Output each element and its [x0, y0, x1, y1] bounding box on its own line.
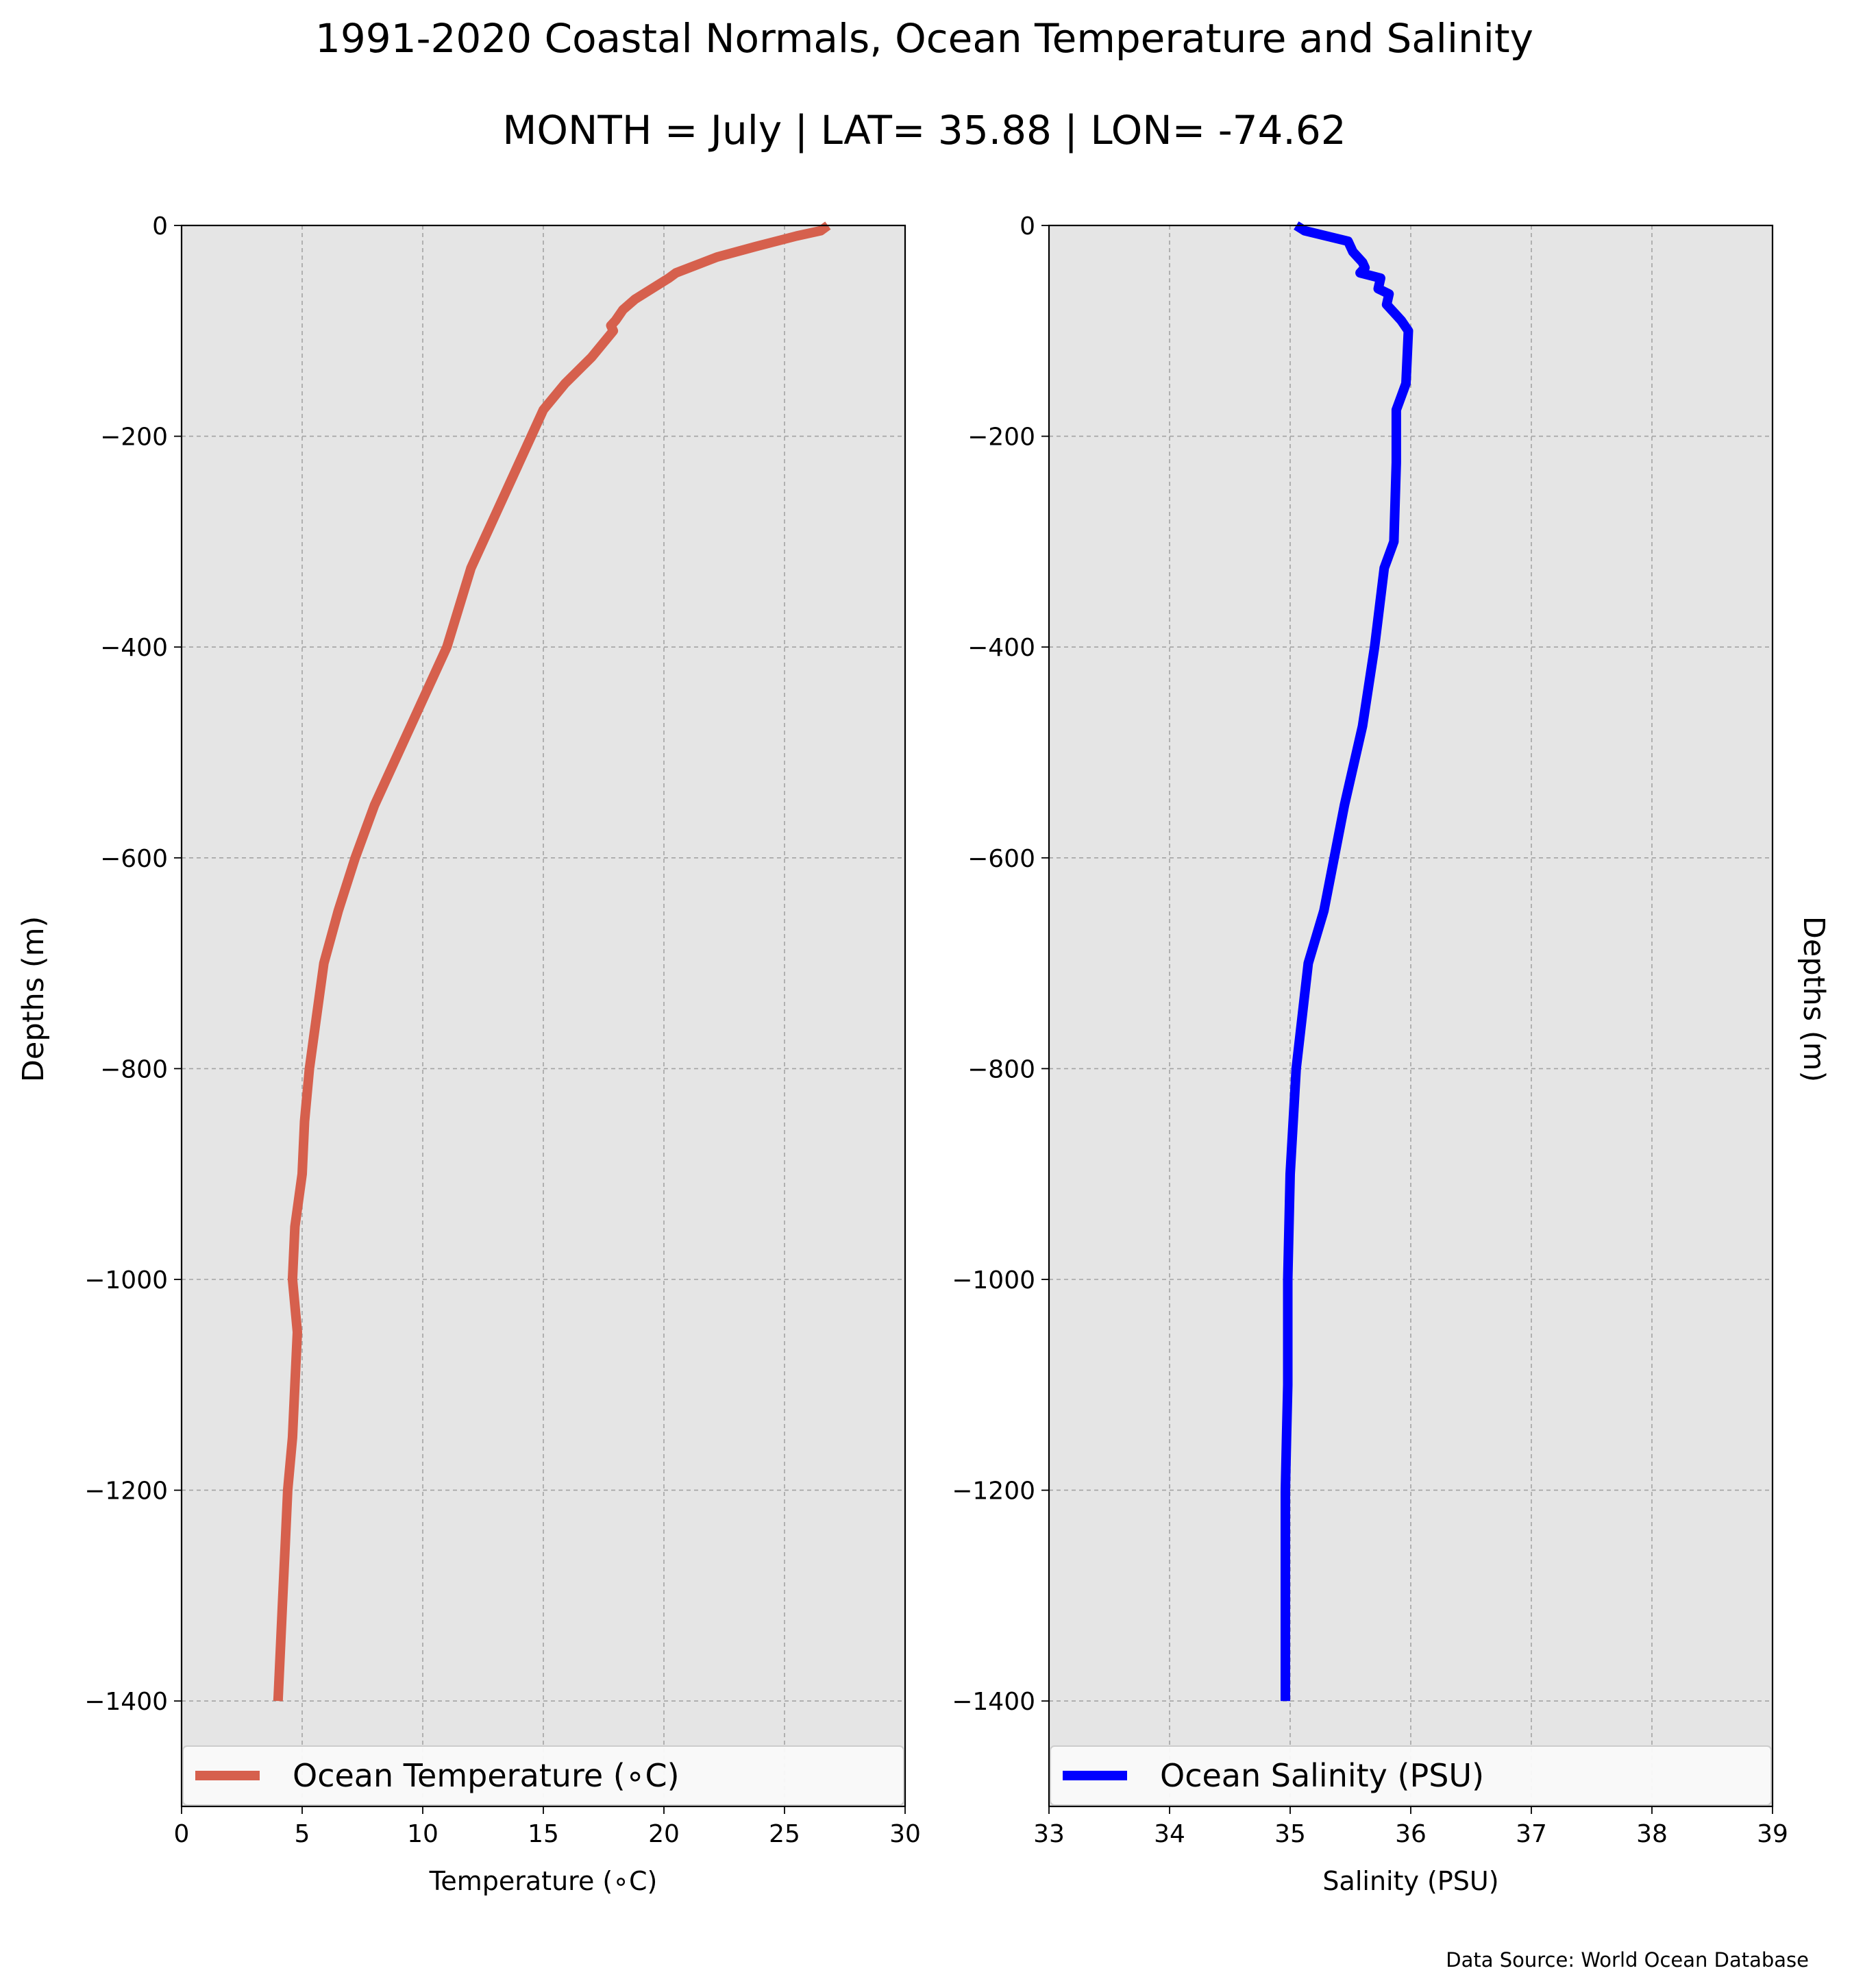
chart-title: 1991-2020 Coastal Normals, Ocean Tempera…: [315, 15, 1533, 62]
salinity-x-tick-label: 36: [1395, 1820, 1427, 1848]
salinity-y-tick-label: −400: [967, 634, 1035, 662]
salinity-axes-frame: [1048, 224, 1774, 1808]
temperature-panel: 0 5 10 15 20 25 30 0 −200 −400 −600 −800 −1000 −1200 −…: [84, 212, 921, 1896]
temperature-y-tick-label: −1400: [84, 1688, 168, 1716]
temperature-y-tick-label: −200: [100, 424, 168, 452]
salinity-legend: [1050, 1745, 1772, 1806]
temperature-legend: [182, 1745, 904, 1806]
salinity-x-tick-label: 37: [1516, 1820, 1547, 1848]
salinity-y-tick-label: −1000: [952, 1266, 1035, 1294]
temperature-x-tick-label: 5: [295, 1820, 310, 1848]
data-source-note: Data Source: World Ocean Database: [1446, 1948, 1809, 1972]
temperature-series-line: [273, 221, 831, 1702]
salinity-plot-area: [1049, 225, 1773, 1806]
temperature-y-tick-label: −600: [100, 845, 168, 873]
salinity-y-tick-label: 0: [1020, 212, 1035, 241]
salinity-y-tick-label: −600: [967, 845, 1035, 873]
temperature-legend-label: Ocean Temperature (∘C): [293, 1757, 680, 1794]
left-y-axis-label: Depths (m): [16, 916, 51, 1082]
salinity-y-tick-label: −200: [967, 424, 1035, 452]
salinity-x-axis-label: Salinity (PSU): [1322, 1866, 1498, 1896]
temperature-plot-area: [182, 225, 905, 1806]
salinity-y-tick-label: −800: [967, 1055, 1035, 1083]
salinity-x-tick-label: 39: [1757, 1820, 1788, 1848]
temperature-y-tick-label: −1000: [84, 1266, 168, 1294]
temperature-y-tick-label: −1200: [84, 1477, 168, 1506]
temperature-x-tick-label: 10: [407, 1820, 439, 1848]
temperature-x-axis-label: Temperature (∘C): [429, 1866, 658, 1896]
salinity-y-tick-label: −1400: [952, 1688, 1035, 1716]
temperature-x-tick-label: 25: [769, 1820, 800, 1848]
salinity-x-tick-label: 34: [1154, 1820, 1185, 1848]
temperature-y-tick-label: −800: [100, 1055, 168, 1083]
salinity-y-tick-label: −1200: [952, 1477, 1035, 1506]
salinity-legend-label: Ocean Salinity (PSU): [1160, 1757, 1484, 1794]
chart-subtitle: MONTH = July | LAT= 35.88 | LON= -74.62: [502, 107, 1346, 154]
salinity-x-tick-label: 35: [1274, 1820, 1306, 1848]
salinity-x-tick-label: 38: [1636, 1820, 1668, 1848]
temperature-x-tick-label: 20: [648, 1820, 680, 1848]
temperature-y-tick-label: 0: [152, 212, 168, 241]
temperature-axes-frame: [180, 224, 906, 1808]
salinity-series-line: [1281, 221, 1413, 1702]
temperature-x-tick-label: 30: [889, 1820, 921, 1848]
salinity-panel: 33 34 35 36 37 38 39 0 −200 −400 −600 −800 −1000 −120…: [952, 212, 1788, 1896]
temperature-x-tick-label: 15: [528, 1820, 559, 1848]
temperature-x-tick-label: 0: [174, 1820, 190, 1848]
right-y-axis-label: Depths (m): [1797, 916, 1831, 1082]
salinity-x-tick-label: 33: [1033, 1820, 1065, 1848]
temperature-y-tick-label: −400: [100, 634, 168, 662]
